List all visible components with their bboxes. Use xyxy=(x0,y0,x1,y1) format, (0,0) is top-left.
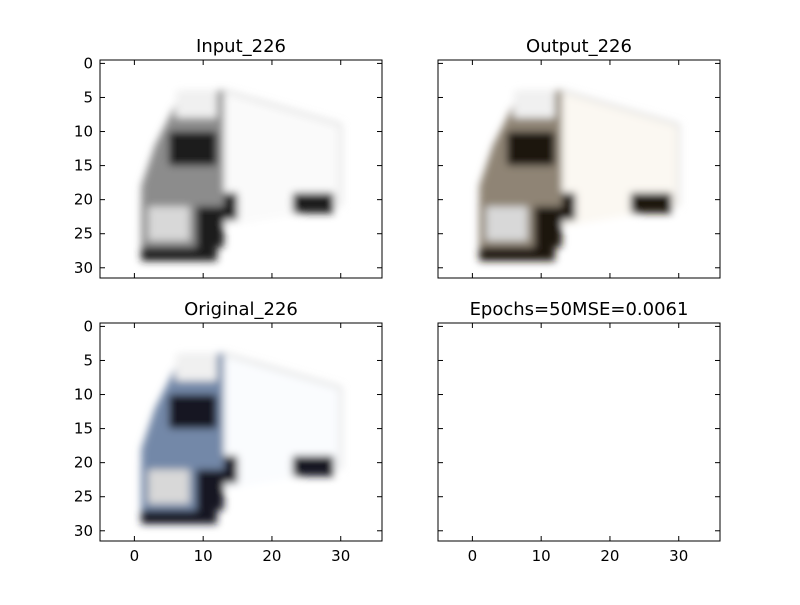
y-tick-label: 15 xyxy=(74,420,93,438)
panel-title: Input_226 xyxy=(196,36,286,57)
rear-wheels xyxy=(292,192,334,214)
x-tick-label: 0 xyxy=(468,547,478,565)
image-2 xyxy=(479,89,680,261)
front-wheel xyxy=(534,206,562,248)
front-wheel xyxy=(196,206,224,248)
axes-frame xyxy=(99,322,383,542)
y-tick-label: 25 xyxy=(74,225,93,243)
truck-image xyxy=(141,352,342,524)
y-tick-label: 30 xyxy=(74,522,93,540)
x-tick-label: 30 xyxy=(331,547,350,565)
x-tick-label: 30 xyxy=(669,547,688,565)
y-tick-label: 20 xyxy=(74,191,93,209)
cab-window xyxy=(506,131,555,166)
axes-background xyxy=(438,323,720,541)
cab-roof xyxy=(175,353,217,381)
cab-roof xyxy=(513,90,555,118)
cab-window xyxy=(168,394,217,429)
x-tick-label: 20 xyxy=(262,547,281,565)
axes-frame xyxy=(437,59,721,279)
y-tick-label: 25 xyxy=(74,488,93,506)
front-wheel xyxy=(196,469,224,511)
image-3 xyxy=(141,352,342,524)
front-bumper xyxy=(141,247,217,261)
mid-wheel xyxy=(223,192,238,221)
y-tick-label: 10 xyxy=(74,123,93,141)
image-1 xyxy=(141,89,342,261)
subplot-3: 0 10 20 30 0 5 10 15 20 25 30 Original_226 xyxy=(74,299,383,565)
y-tick-label: 0 xyxy=(83,317,93,335)
x-tick-label: 20 xyxy=(600,547,619,565)
y-tick-label: 0 xyxy=(83,54,93,72)
panel-title: Epochs=50MSE=0.0061 xyxy=(470,299,689,320)
front-bumper xyxy=(141,510,217,524)
rear-wheels xyxy=(630,192,672,214)
rear-wheels xyxy=(292,455,334,477)
x-tick-label: 10 xyxy=(194,547,213,565)
x-tick-label: 0 xyxy=(130,547,140,565)
panel-title: Output_226 xyxy=(526,36,632,57)
x-tick-label: 10 xyxy=(532,547,551,565)
subplot-1: 0 5 10 15 20 25 30 Input_226 xyxy=(74,36,383,279)
mid-wheel xyxy=(223,455,238,484)
grille xyxy=(148,206,190,241)
y-tick-label: 5 xyxy=(83,88,93,106)
truck-image xyxy=(479,89,680,261)
axes-frame xyxy=(99,59,383,279)
front-bumper xyxy=(479,247,555,261)
truck-image xyxy=(141,89,342,261)
grille xyxy=(148,469,190,504)
mid-wheel xyxy=(561,192,576,221)
y-tick-label: 5 xyxy=(83,351,93,369)
subplot-4: 0 10 20 30 Epochs=50MSE=0.0061 xyxy=(437,299,721,565)
y-tick-label: 10 xyxy=(74,386,93,404)
subplot-2: Output_226 xyxy=(437,36,721,279)
y-tick-label: 15 xyxy=(74,157,93,175)
cab-roof xyxy=(175,90,217,118)
trailer-top-edge xyxy=(223,89,342,126)
grille xyxy=(486,206,528,241)
cab-window xyxy=(168,131,217,166)
trailer-top-edge xyxy=(561,89,680,126)
panel-title: Original_226 xyxy=(184,299,298,320)
trailer-top-edge xyxy=(223,352,342,389)
y-tick-label: 30 xyxy=(74,259,93,277)
axes-frame xyxy=(437,322,721,542)
y-tick-label: 20 xyxy=(74,454,93,472)
